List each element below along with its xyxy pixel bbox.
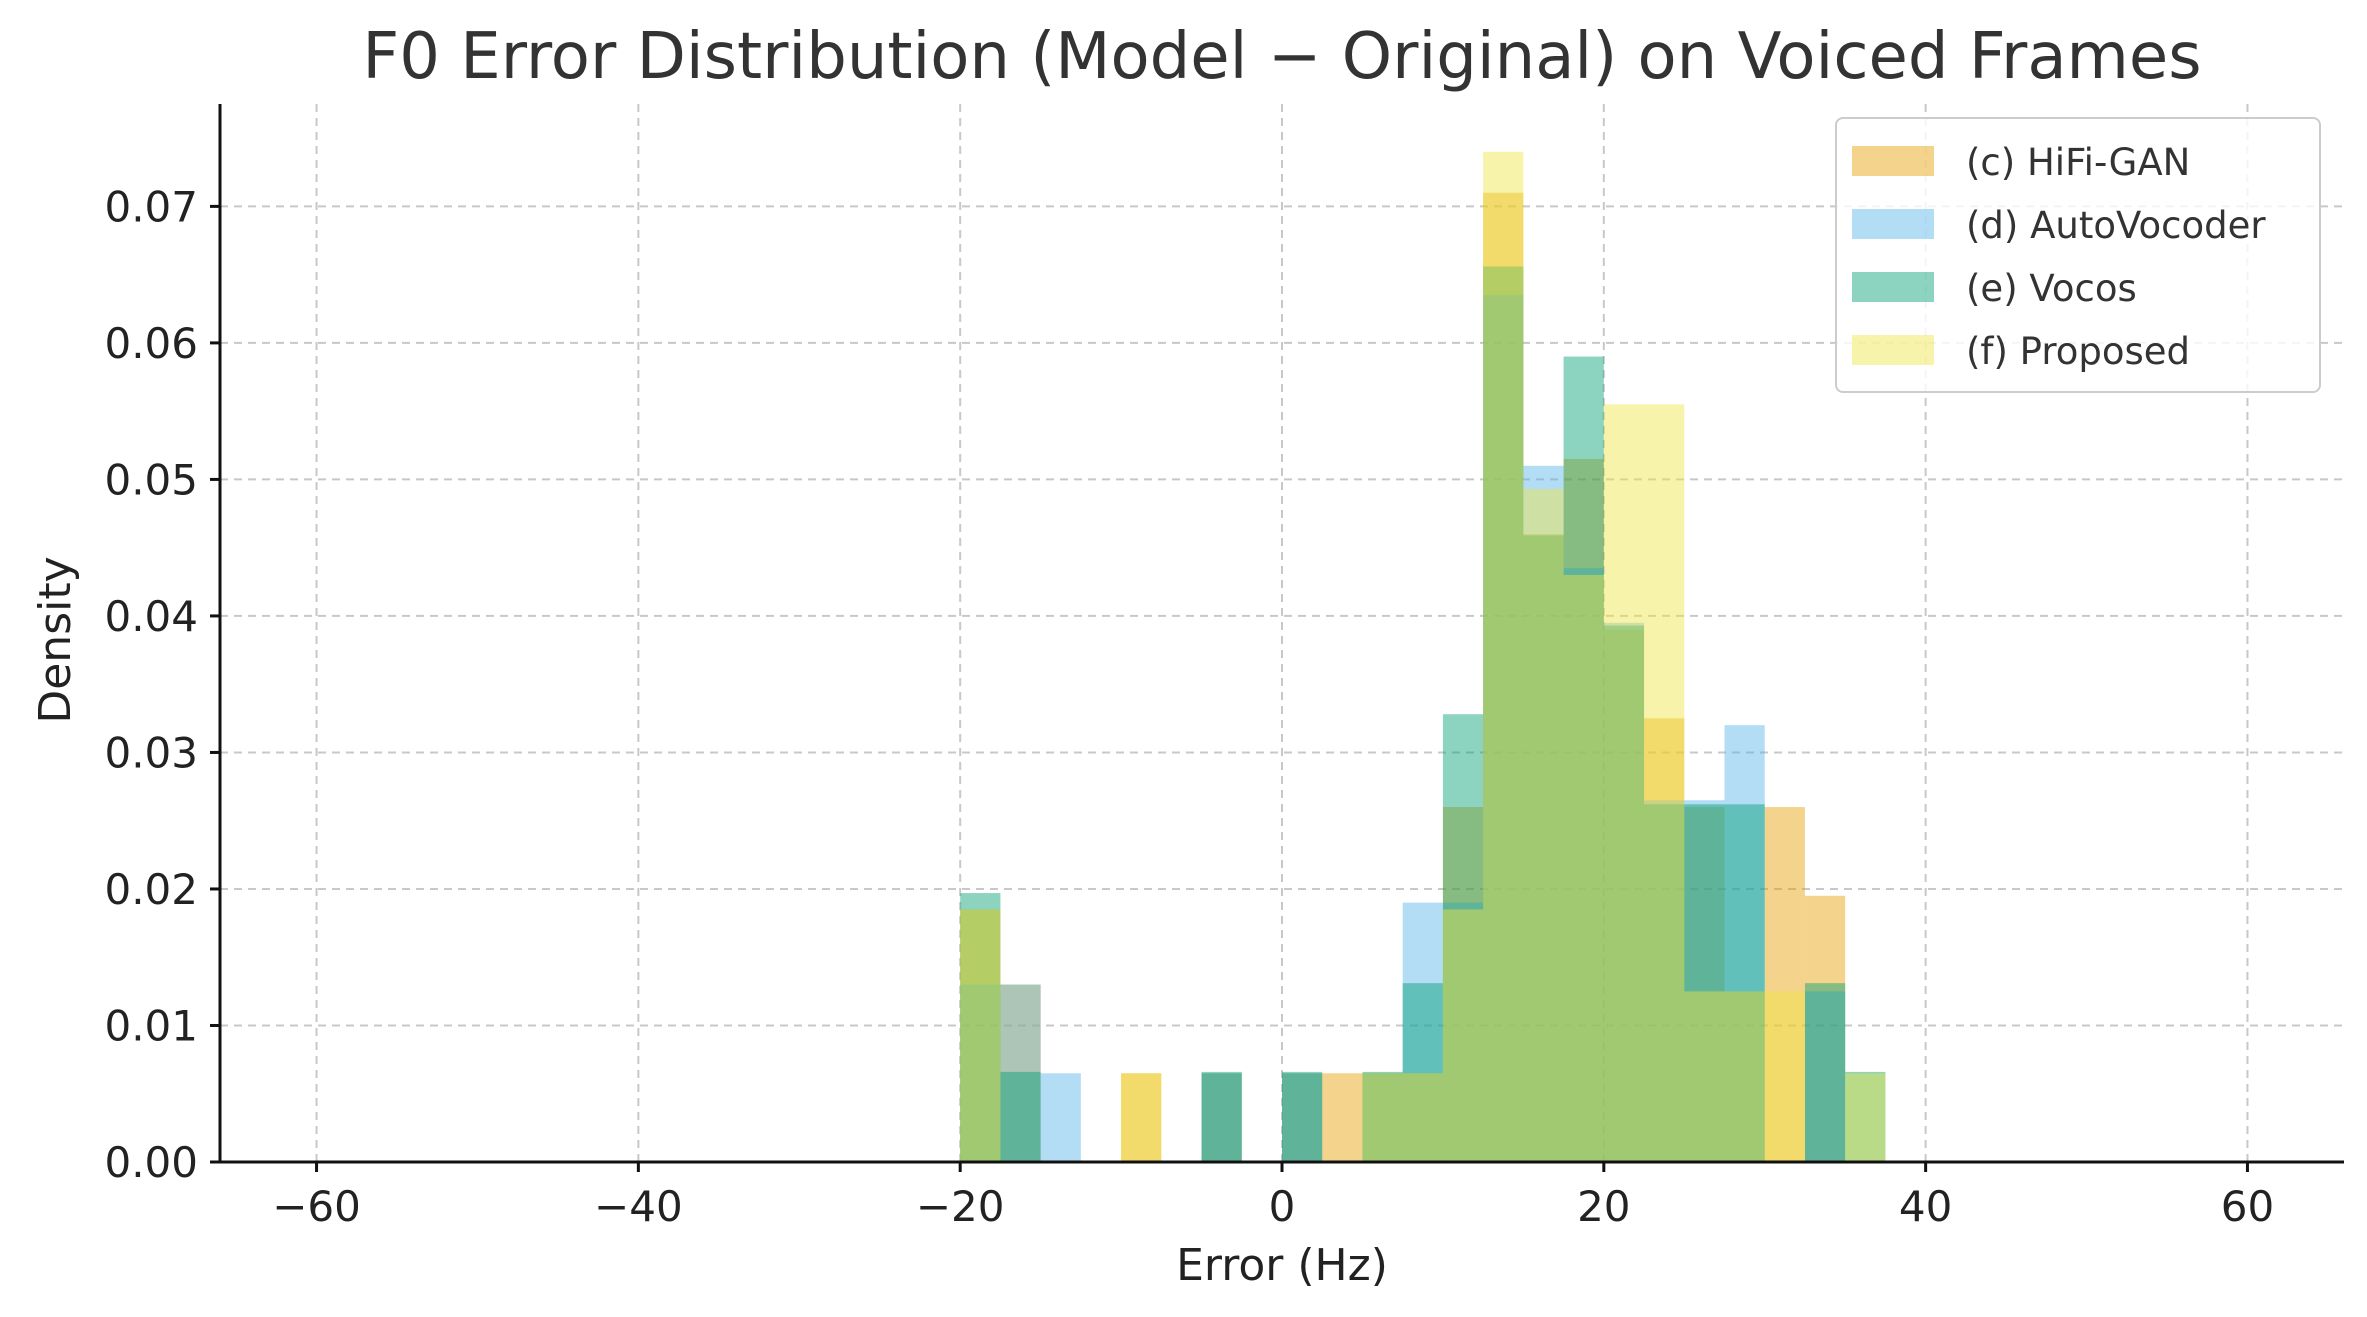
histogram-bar xyxy=(1563,356,1604,1163)
y-tick-label: 0.05 xyxy=(104,455,198,504)
histogram-bar xyxy=(1644,800,1685,1162)
y-ticks: 0.00 0.01 0.02 0.03 0.04 0.05 0.06 0.07 xyxy=(104,182,220,1187)
histogram-bar xyxy=(1000,1071,1041,1162)
legend-label: (d) AutoVocoder xyxy=(1966,204,2266,247)
histogram-bar xyxy=(1000,984,1041,1162)
histogram-bar xyxy=(1724,804,1765,1162)
histogram-bar xyxy=(1121,1073,1162,1162)
histogram-bars xyxy=(960,151,1886,1163)
histogram-bar xyxy=(1644,804,1685,1162)
histogram-bar xyxy=(1845,1071,1886,1162)
histogram-bar xyxy=(1644,718,1685,1162)
histogram-bar xyxy=(1724,991,1765,1162)
histogram-bar xyxy=(1362,1073,1403,1162)
histogram-bar xyxy=(1121,1073,1162,1162)
legend-label: (e) Vocos xyxy=(1966,267,2137,310)
x-tick-label: −40 xyxy=(594,1182,683,1231)
y-axis-label: Density xyxy=(30,556,81,723)
histogram-bar xyxy=(1523,488,1564,1163)
histogram-bar xyxy=(1282,1073,1323,1162)
histogram-bar xyxy=(1201,1071,1242,1162)
histogram-bar xyxy=(1483,295,1524,1163)
chart-title: F0 Error Distribution (Model − Original)… xyxy=(362,20,2201,94)
x-tick-label: −60 xyxy=(272,1182,361,1231)
histogram-bar xyxy=(1402,1073,1443,1162)
histogram-bar xyxy=(1523,534,1564,1162)
histogram-bar xyxy=(1402,983,1443,1162)
y-tick-label: 0.00 xyxy=(104,1138,198,1187)
histogram-bar xyxy=(1603,404,1645,1163)
histogram-bar xyxy=(1282,1073,1323,1162)
histogram-bar xyxy=(1804,983,1846,1162)
legend: (c) HiFi-GAN (d) AutoVocoder (e) Vocos (f) … xyxy=(1835,117,2321,393)
y-tick-label: 0.06 xyxy=(104,319,198,368)
x-ticks: −60 −40 −20 0 20 40 60 xyxy=(272,1162,2274,1231)
y-tick-label: 0.02 xyxy=(104,865,198,914)
histogram-bar xyxy=(1362,1073,1403,1162)
histogram-bar xyxy=(1402,902,1443,1162)
histogram-bar xyxy=(1483,151,1524,1162)
histogram-bar xyxy=(1483,192,1524,1163)
x-axis-label: Error (Hz) xyxy=(1176,1240,1388,1291)
histogram-bar xyxy=(1362,1071,1403,1162)
histogram-bar xyxy=(1684,807,1725,1162)
histogram-bar xyxy=(1724,991,1765,1162)
histogram-bar xyxy=(1040,1073,1081,1162)
histogram-bar xyxy=(1603,622,1645,1162)
histogram-bar xyxy=(1764,807,1805,1162)
histogram-bar xyxy=(1804,991,1846,1162)
histogram-bar xyxy=(1000,984,1041,1162)
y-tick-label: 0.01 xyxy=(104,1001,198,1050)
x-tick-label: 60 xyxy=(2221,1182,2274,1231)
histogram-bar xyxy=(1523,465,1564,1163)
legend-swatch xyxy=(1852,272,1934,302)
histogram-bar xyxy=(1442,807,1484,1162)
legend-swatch xyxy=(1852,209,1934,239)
histogram-bar xyxy=(960,909,1001,1162)
histogram-bar xyxy=(1442,714,1484,1162)
histogram-bar xyxy=(1282,1071,1323,1162)
histogram-bar xyxy=(1563,458,1604,1163)
x-tick-label: 40 xyxy=(1899,1182,1952,1231)
histogram-bar xyxy=(1764,991,1805,1162)
histogram-bar xyxy=(1442,909,1484,1162)
histogram-bar xyxy=(1804,895,1846,1162)
legend-label: (f) Proposed xyxy=(1966,330,2190,373)
histogram-bar xyxy=(1684,804,1725,1162)
histogram-bar xyxy=(960,909,1001,1162)
histogram-bar xyxy=(960,893,1001,1162)
y-tick-label: 0.03 xyxy=(104,728,198,777)
histogram-bar xyxy=(1644,404,1685,1163)
histogram-bar xyxy=(1201,1073,1242,1162)
histogram-bar xyxy=(1201,1073,1242,1162)
legend-label: (c) HiFi-GAN xyxy=(1966,141,2190,184)
histogram-bar xyxy=(1563,574,1604,1162)
histogram-bar xyxy=(960,984,1001,1162)
histogram-bar xyxy=(1322,1073,1363,1162)
histogram-bar xyxy=(1483,266,1524,1162)
histogram-bar xyxy=(1845,1073,1886,1162)
y-tick-label: 0.04 xyxy=(104,592,198,641)
histogram-bar xyxy=(1523,535,1564,1162)
legend-swatch xyxy=(1852,146,1934,176)
histogram-bar xyxy=(1362,1073,1403,1162)
histogram-bar xyxy=(1563,568,1604,1162)
y-tick-label: 0.07 xyxy=(104,182,198,231)
legend-frame xyxy=(1835,117,2321,393)
histogram-bar xyxy=(1724,725,1765,1162)
x-tick-label: −20 xyxy=(916,1182,1005,1231)
x-tick-label: 0 xyxy=(1269,1182,1296,1231)
x-tick-label: 20 xyxy=(1577,1182,1630,1231)
histogram-bar xyxy=(1402,1073,1443,1162)
histogram-bar xyxy=(1603,629,1645,1162)
histogram-bar xyxy=(1684,800,1725,1162)
histogram-bar xyxy=(1684,991,1725,1162)
histogram-bar xyxy=(1603,625,1645,1162)
histogram-bar xyxy=(1442,902,1484,1162)
legend-swatch xyxy=(1852,335,1934,365)
